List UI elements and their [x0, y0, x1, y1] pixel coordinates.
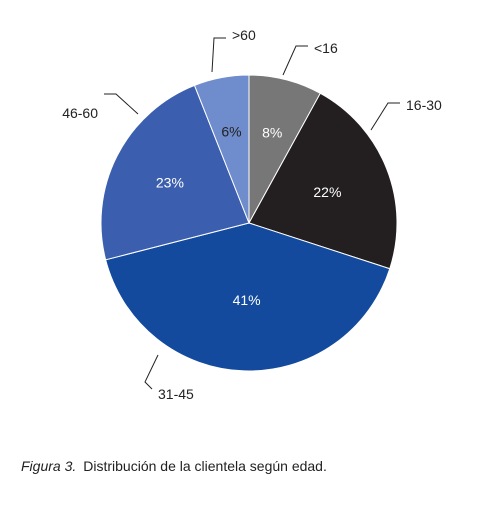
caption-text: Distribución de la clientela según edad. — [83, 458, 327, 474]
leader-line-16-30 — [370, 102, 400, 131]
category-label-lt-16: <16 — [314, 40, 338, 56]
pie-chart: 8% 22% 41% 23% 6% <16 16-30 31-45 46-60 >60 — [62, 27, 442, 402]
slice-value-label-16-30: 22% — [313, 184, 341, 200]
category-label-46-60: 46-60 — [62, 105, 98, 121]
slice-value-label-lt-16: 8% — [262, 125, 282, 141]
slice-value-label-gt-60: 6% — [221, 123, 241, 139]
leader-line-46-60 — [104, 93, 139, 115]
figure-caption: Figura 3. Distribución de la clientela se… — [21, 458, 327, 474]
figure-number: Figura 3. — [21, 458, 77, 474]
leader-line-gt-60 — [211, 37, 226, 73]
category-label-gt-60: >60 — [232, 27, 256, 43]
leader-line-31-45 — [144, 354, 159, 390]
slice-value-label-31-45: 41% — [233, 292, 261, 308]
pie-slice-31-45 — [105, 222, 391, 372]
pie-slice-16-30 — [248, 92, 398, 270]
category-label-31-45: 31-45 — [158, 386, 194, 402]
pie-slice-46-60 — [100, 84, 250, 261]
category-label-16-30: 16-30 — [406, 97, 442, 113]
leader-line-lt-16 — [282, 45, 308, 76]
slice-value-label-46-60: 23% — [156, 175, 184, 191]
pie-slice-gt-60 — [193, 74, 250, 224]
